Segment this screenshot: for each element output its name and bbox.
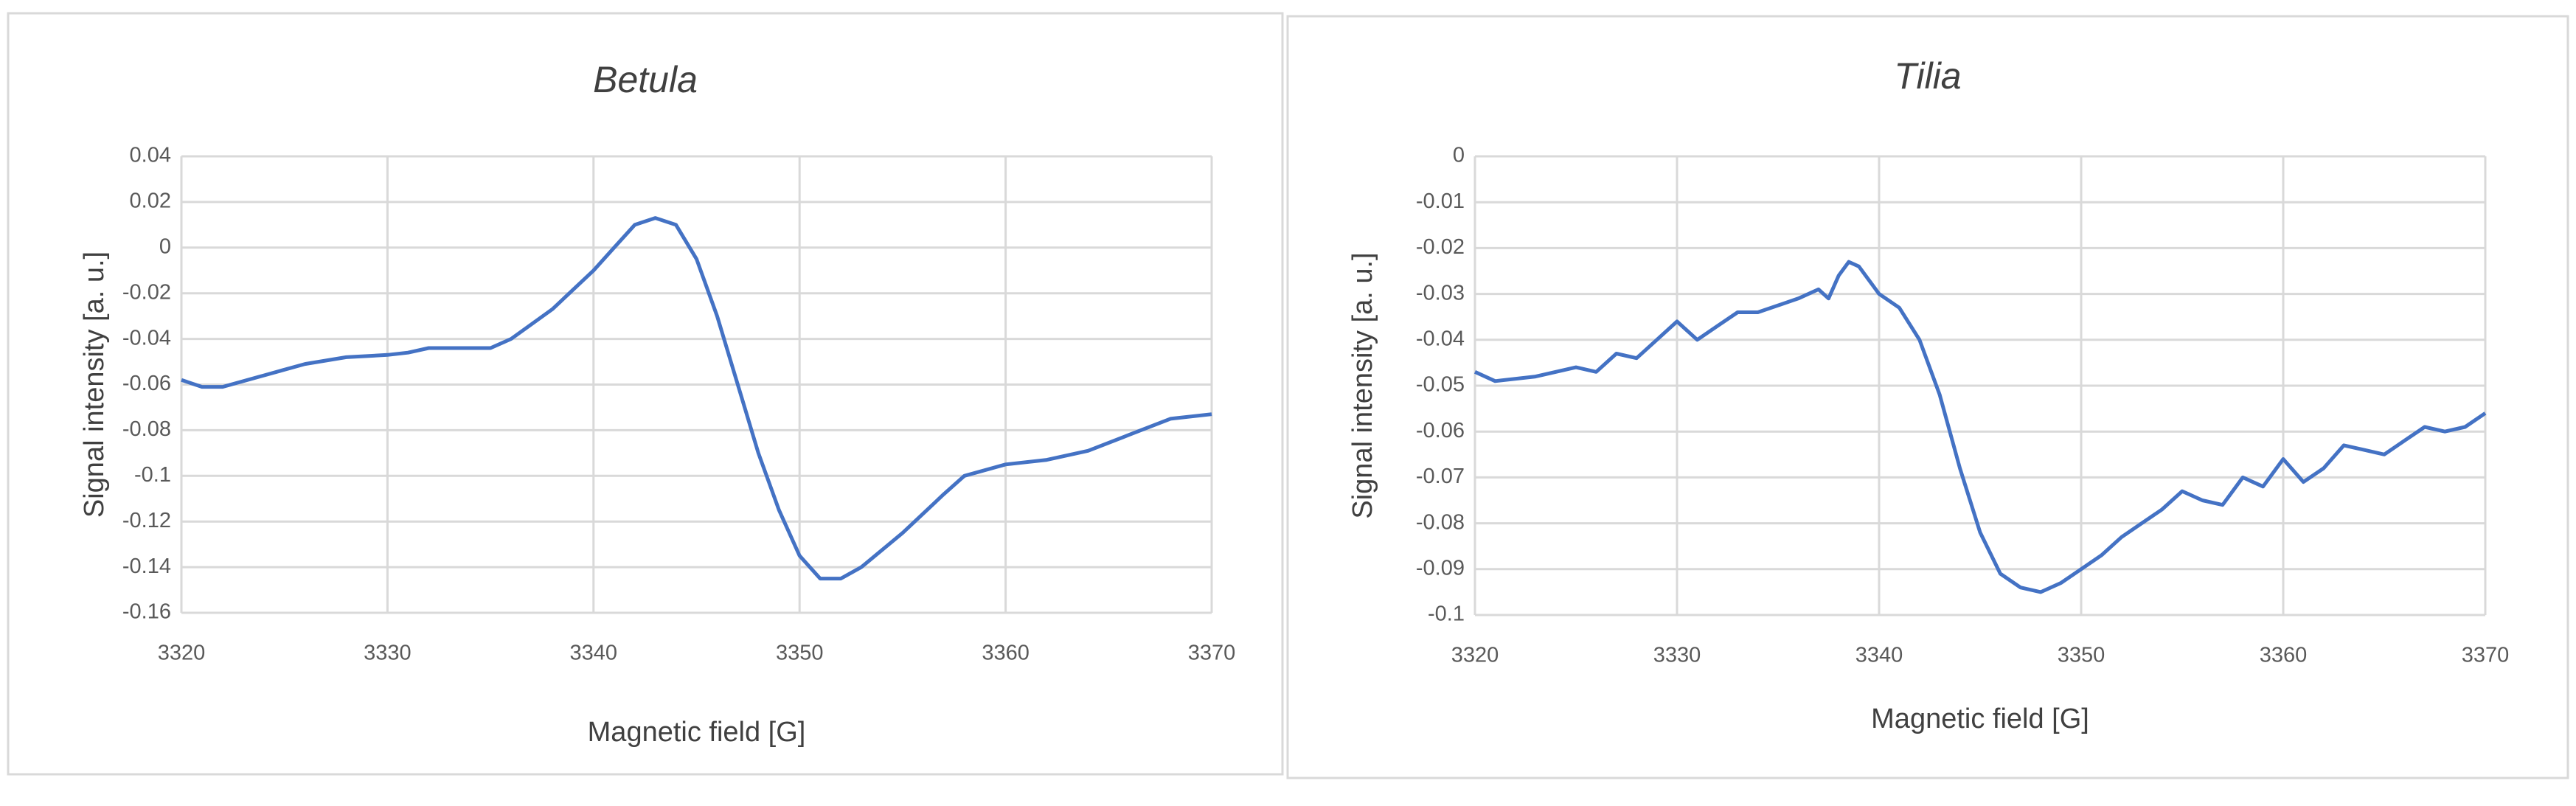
x-tick-label: 3340 [570, 642, 618, 665]
y-tick-label: -0.05 [1416, 373, 1465, 397]
y-tick-label: -0.12 [122, 509, 171, 532]
y-tick-label: -0.06 [122, 372, 171, 395]
y-tick-label: -0.14 [122, 555, 171, 578]
x-tick-label: 3370 [2462, 644, 2510, 667]
x-tick-label: 3320 [1451, 644, 1499, 667]
x-axis-label: Magnetic field [G] [1871, 703, 2089, 734]
x-tick-label: 3360 [2260, 644, 2308, 667]
chart-title: Tilia [1894, 55, 1961, 97]
x-tick-label: 3330 [1653, 644, 1701, 667]
x-tick-label: 3360 [982, 642, 1030, 665]
x-tick-label: 3350 [2058, 644, 2105, 667]
x-tick-label: 3330 [364, 642, 412, 665]
data-line [1473, 260, 2487, 594]
y-tick-label: -0.01 [1416, 190, 1465, 213]
y-tick-label: -0.1 [1428, 602, 1465, 626]
y-tick-label: -0.07 [1416, 465, 1465, 488]
data-line [181, 216, 1212, 581]
y-axis-label: Signal intensity [a. u.] [1347, 252, 1378, 518]
y-tick-label: 0.02 [130, 190, 171, 213]
y-tick-label: -0.03 [1416, 281, 1465, 305]
y-tick-label: -0.16 [122, 600, 171, 624]
x-axis-label: Magnetic field [G] [588, 717, 806, 748]
y-tick-label: -0.08 [1416, 510, 1465, 534]
y-tick-label: -0.04 [122, 326, 171, 350]
panel-border [1286, 15, 2569, 779]
panel-border [7, 12, 1284, 776]
y-tick-label: 0.04 [130, 144, 171, 167]
y-axis-label: Signal intensity [a. u.] [79, 251, 110, 518]
x-tick-label: 3370 [1188, 642, 1236, 665]
y-tick-label: -0.04 [1416, 327, 1465, 350]
y-tick-label: -0.09 [1416, 556, 1465, 580]
x-tick-label: 3340 [1855, 644, 1903, 667]
chart-title: Betula [593, 59, 698, 100]
y-tick-label: -0.06 [1416, 419, 1465, 442]
y-tick-label: -0.02 [122, 280, 171, 304]
y-tick-label: -0.1 [134, 463, 171, 487]
y-tick-label: -0.02 [1416, 235, 1465, 259]
y-tick-label: -0.08 [122, 417, 171, 441]
y-tick-label: 0 [1453, 144, 1465, 167]
x-tick-label: 3350 [776, 642, 824, 665]
x-tick-label: 3320 [158, 642, 206, 665]
y-tick-label: 0 [159, 234, 171, 258]
